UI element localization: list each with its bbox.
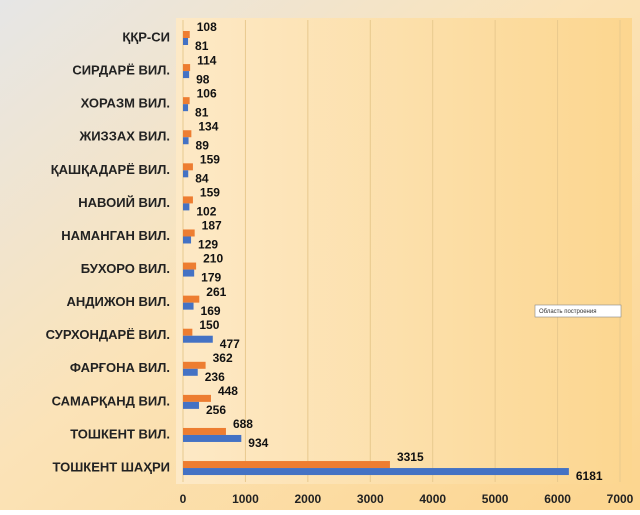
data-label: 108 bbox=[197, 20, 217, 34]
bar bbox=[183, 31, 190, 38]
bar bbox=[183, 71, 190, 79]
x-tick-label: 2000 bbox=[295, 492, 322, 506]
data-label: 261 bbox=[206, 285, 226, 299]
data-label: 256 bbox=[206, 403, 226, 417]
data-label: 236 bbox=[205, 370, 225, 384]
data-label: 477 bbox=[220, 337, 240, 351]
bar bbox=[183, 461, 390, 469]
data-label: 448 bbox=[218, 384, 238, 398]
x-tick-label: 1000 bbox=[232, 492, 259, 506]
x-tick-label: 4000 bbox=[419, 492, 446, 506]
bar bbox=[183, 163, 193, 171]
data-label: 934 bbox=[248, 436, 268, 450]
y-tick-label: СУРХОНДАРЁ ВИЛ. bbox=[46, 327, 170, 342]
data-label: 84 bbox=[195, 171, 209, 185]
y-tick-label: САМАРҚАНД ВИЛ. bbox=[52, 393, 170, 408]
data-label: 159 bbox=[200, 152, 220, 166]
y-tick-label: ТОШКЕНТ ВИЛ. bbox=[70, 426, 170, 441]
data-label: 150 bbox=[199, 318, 219, 332]
x-tick-label: 6000 bbox=[544, 492, 571, 506]
data-label: 362 bbox=[213, 351, 233, 365]
bar bbox=[183, 64, 191, 72]
data-label: 169 bbox=[201, 304, 221, 318]
x-tick-label: 3000 bbox=[357, 492, 384, 506]
y-tick-label: БУХОРО ВИЛ. bbox=[81, 261, 170, 276]
data-label: 102 bbox=[196, 205, 216, 219]
bar bbox=[183, 427, 226, 435]
bar bbox=[183, 434, 242, 442]
bar bbox=[183, 401, 199, 409]
y-tick-label: АНДИЖОН ВИЛ. bbox=[66, 294, 170, 309]
y-tick-label: ЖИЗЗАХ ВИЛ. bbox=[78, 129, 170, 144]
y-tick-label: ҚАШҚАДАРЁ ВИЛ. bbox=[51, 162, 170, 177]
y-tick-label: НАМАНГАН ВИЛ. bbox=[61, 228, 170, 243]
y-tick-label: ФАРҒОНА ВИЛ. bbox=[70, 360, 170, 375]
data-label: 81 bbox=[195, 105, 209, 119]
bar bbox=[183, 203, 190, 211]
bar bbox=[183, 229, 195, 237]
data-label: 159 bbox=[200, 186, 220, 200]
data-label: 129 bbox=[198, 238, 218, 252]
bar bbox=[183, 38, 189, 45]
bar bbox=[183, 302, 194, 310]
bar bbox=[183, 361, 206, 369]
bar bbox=[183, 368, 198, 376]
bar bbox=[183, 269, 195, 277]
data-label: 3315 bbox=[397, 450, 424, 464]
y-tick-label: СИРДАРЁ ВИЛ. bbox=[72, 63, 170, 78]
bar bbox=[183, 236, 192, 244]
x-tick-label: 5000 bbox=[482, 492, 509, 506]
y-tick-label: ҚҚР-СИ bbox=[122, 29, 170, 44]
x-tick-label: 7000 bbox=[607, 492, 634, 506]
data-label: 179 bbox=[201, 271, 221, 285]
data-label: 89 bbox=[196, 138, 210, 152]
data-label: 688 bbox=[233, 417, 253, 431]
y-tick-label: НАВОИЙ ВИЛ. bbox=[78, 195, 170, 210]
bar bbox=[183, 394, 211, 402]
tooltip: Область построения bbox=[534, 304, 622, 318]
bar bbox=[183, 130, 192, 138]
bar bbox=[183, 104, 189, 112]
data-label: 98 bbox=[196, 72, 210, 86]
bar bbox=[183, 97, 190, 105]
data-label: 210 bbox=[203, 252, 223, 266]
plot-area bbox=[176, 18, 632, 484]
data-label: 134 bbox=[198, 119, 218, 133]
bar bbox=[183, 468, 569, 476]
bar bbox=[183, 295, 200, 303]
bar bbox=[183, 137, 189, 145]
data-label: 187 bbox=[202, 219, 222, 233]
bar bbox=[183, 196, 193, 204]
data-label: 114 bbox=[197, 53, 217, 67]
tooltip-text: Область построения bbox=[539, 309, 596, 315]
data-label: 81 bbox=[195, 39, 209, 53]
bar bbox=[183, 335, 213, 343]
bar bbox=[183, 328, 193, 336]
x-tick-label: 0 bbox=[180, 492, 187, 506]
y-tick-label: ТОШКЕНТ ШАҲРИ bbox=[53, 459, 170, 474]
y-tick-label: ХОРАЗМ ВИЛ. bbox=[81, 96, 170, 111]
bar bbox=[183, 170, 189, 178]
data-label: 106 bbox=[197, 86, 217, 100]
bar bbox=[183, 262, 197, 270]
data-label: 6181 bbox=[576, 469, 603, 483]
